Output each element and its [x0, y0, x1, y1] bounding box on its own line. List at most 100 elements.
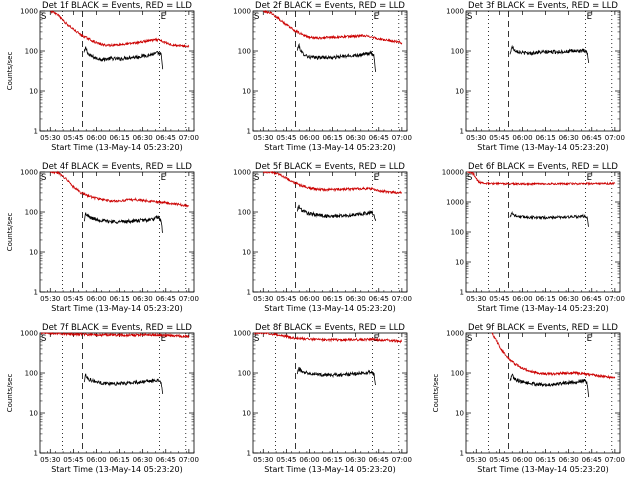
y-axis-label: Counts/sec [432, 374, 440, 413]
y-tick-label: 10 [242, 410, 251, 418]
x-tick-label: 06:45 [369, 134, 389, 142]
y-tick-label: 1 [460, 289, 464, 297]
y-tick-label: 1000 [446, 330, 464, 338]
events-series-line [83, 46, 164, 70]
x-tick-label: 07:00 [605, 295, 625, 303]
y-tick-label: 100 [25, 370, 38, 378]
plot-frame [39, 332, 195, 454]
panel-det-3: Det 3f BLACK = Events, RED = LLD 1 10 100 10… [446, 1, 625, 152]
x-tick-label: 06:45 [582, 456, 602, 464]
x-tick-label: 07:00 [392, 134, 412, 142]
chart-title: Det 4f BLACK = Events, RED = LLD [42, 162, 192, 172]
x-tick-label: 05:45 [276, 456, 296, 464]
events-series-line [509, 44, 590, 64]
lld-series-line [262, 170, 402, 195]
chart-title: Det 3f BLACK = Events, RED = LLD [468, 1, 618, 11]
end-marker: E [161, 173, 166, 183]
y-tick-label: 1000 [20, 330, 38, 338]
start-marker: S [467, 173, 472, 183]
x-tick-label: 06:00 [512, 456, 532, 464]
plot-frame [252, 332, 408, 454]
y-tick-label: 10 [29, 249, 38, 257]
x-tick-label: 05:45 [63, 134, 83, 142]
x-tick-label: 06:15 [322, 134, 342, 142]
x-axis-label: Start Time (13-May-14 05:23:20) [264, 465, 395, 474]
y-tick-label: 10 [455, 259, 464, 267]
x-tick-label: 06:15 [535, 134, 555, 142]
end-marker: E [374, 173, 379, 183]
x-tick-label: 06:15 [109, 295, 129, 303]
x-tick-label: 06:00 [512, 134, 532, 142]
x-tick-label: 05:30 [466, 295, 486, 303]
y-tick-label: 1 [460, 450, 464, 458]
events-series-line [83, 212, 164, 234]
end-marker: E [587, 12, 592, 22]
y-tick-label: 1000 [446, 8, 464, 16]
x-tick-label: 06:30 [346, 295, 366, 303]
y-axis-label: Counts/sec [6, 52, 14, 91]
x-tick-label: 06:15 [535, 295, 555, 303]
events-series-line [83, 373, 164, 394]
x-tick-label: 07:00 [605, 134, 625, 142]
panel-det-4: Det 4f BLACK = Events, RED = LLD 1 10 100 10… [6, 162, 199, 313]
chart-title: Det 9f BLACK = Events, RED = LLD [468, 323, 618, 333]
end-marker: E [161, 12, 166, 22]
x-tick-label: 06:15 [322, 456, 342, 464]
start-marker: S [254, 12, 259, 22]
x-tick-label: 05:30 [253, 456, 273, 464]
y-tick-label: 1 [34, 450, 38, 458]
y-tick-label: 10000 [442, 169, 464, 177]
chart-title: Det 7f BLACK = Events, RED = LLD [42, 323, 192, 333]
y-tick-label: 1000 [446, 199, 464, 207]
x-tick-label: 05:30 [466, 456, 486, 464]
x-tick-label: 06:45 [156, 134, 176, 142]
lld-series-line [491, 332, 616, 380]
plot-frame [252, 10, 408, 132]
x-tick-label: 06:45 [582, 134, 602, 142]
end-marker: E [374, 12, 379, 22]
y-tick-label: 10 [29, 88, 38, 96]
y-tick-label: 100 [238, 209, 251, 217]
y-tick-label: 1000 [20, 8, 38, 16]
start-marker: S [41, 12, 46, 22]
y-tick-label: 1 [34, 289, 38, 297]
end-marker: E [587, 334, 592, 344]
y-tick-label: 1000 [233, 330, 251, 338]
x-tick-label: 06:00 [299, 295, 319, 303]
plot-frame [465, 171, 621, 293]
start-marker: S [41, 173, 46, 183]
panel-det-8: Det 8f BLACK = Events, RED = LLD 1 10 100 10… [233, 323, 412, 474]
lld-series-line [50, 170, 190, 208]
plot-frame [465, 332, 621, 454]
panel-det-6: Det 6f BLACK = Events, RED = LLD 1 10 100 10… [442, 162, 625, 313]
x-tick-label: 06:30 [133, 295, 153, 303]
x-tick-label: 06:45 [369, 456, 389, 464]
start-marker: S [41, 334, 46, 344]
y-tick-label: 1000 [233, 169, 251, 177]
y-tick-label: 100 [451, 48, 464, 56]
y-tick-label: 100 [451, 370, 464, 378]
panel-det-5: Det 5f BLACK = Events, RED = LLD 1 10 100 10… [233, 162, 412, 313]
panel-det-1: Det 1f BLACK = Events, RED = LLD 1 10 100 10… [6, 1, 199, 152]
x-tick-label: 06:15 [109, 134, 129, 142]
events-series-line [296, 42, 377, 72]
y-tick-label: 1 [34, 128, 38, 136]
x-tick-label: 05:30 [40, 456, 60, 464]
panel-det-2: Det 2f BLACK = Events, RED = LLD 1 10 100 10… [233, 1, 412, 152]
x-tick-label: 06:00 [86, 134, 106, 142]
chart-title: Det 5f BLACK = Events, RED = LLD [255, 162, 405, 172]
x-tick-label: 06:30 [133, 456, 153, 464]
plot-frame [39, 10, 195, 132]
x-tick-label: 06:15 [109, 456, 129, 464]
x-tick-label: 07:00 [179, 134, 199, 142]
x-axis-label: Start Time (13-May-14 05:23:20) [264, 304, 395, 313]
y-tick-label: 100 [25, 48, 38, 56]
y-tick-label: 100 [238, 370, 251, 378]
start-marker: S [254, 334, 259, 344]
x-tick-label: 07:00 [179, 456, 199, 464]
panel-det-7: Det 7f BLACK = Events, RED = LLD 1 10 100 10… [6, 323, 199, 474]
x-tick-label: 06:00 [86, 456, 106, 464]
x-axis-label: Start Time (13-May-14 05:23:20) [51, 304, 182, 313]
end-marker: E [587, 173, 592, 183]
